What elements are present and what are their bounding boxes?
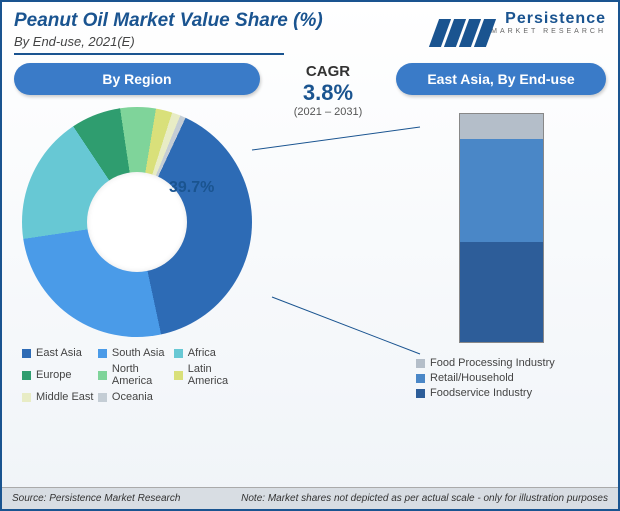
cagr-label: CAGR (268, 63, 388, 80)
stack-segment (460, 114, 543, 139)
logo-text: Persistence (491, 10, 606, 28)
legend-item: Foodservice Industry (416, 387, 606, 399)
cagr-value: 3.8% (268, 80, 388, 106)
brand-logo: Persistence MARKET RESEARCH (491, 10, 606, 35)
legend-item: Africa (174, 347, 250, 359)
donut-chart: 39.7% (22, 107, 252, 337)
legend-item: Retail/Household (416, 372, 606, 384)
stack-segment (460, 139, 543, 242)
region-pill: By Region (14, 63, 260, 95)
legend-item: East Asia (22, 347, 98, 359)
region-legend: East AsiaSouth AsiaAfrica EuropeNorth Ame… (14, 343, 260, 411)
highlight-percent: 39.7% (169, 179, 214, 197)
stack-segment (460, 242, 543, 342)
stacked-bar (459, 113, 544, 343)
legend-item: Latin America (174, 363, 250, 387)
legend-item: Oceania (98, 391, 174, 403)
decorative-hashes (434, 19, 491, 47)
chart-subtitle: By End-use, 2021(E) (14, 34, 426, 49)
chart-title: Peanut Oil Market Value Share (%) (14, 10, 426, 32)
legend-item: South Asia (98, 347, 174, 359)
legend-item: Food Processing Industry (416, 357, 606, 369)
legend-item: Europe (22, 363, 98, 387)
legend-item: North America (98, 363, 174, 387)
footer-bar: Source: Persistence Market Research Note… (2, 487, 618, 509)
footer-note: Note: Market shares not depicted as per … (241, 493, 608, 504)
cagr-period: (2021 – 2031) (268, 106, 388, 118)
logo-subtext: MARKET RESEARCH (491, 28, 606, 35)
source-text: Source: Persistence Market Research (12, 493, 180, 504)
enduse-pill: East Asia, By End-use (396, 63, 606, 95)
enduse-legend: Food Processing Industry Retail/Household… (396, 357, 606, 399)
legend-item: Middle East (22, 391, 98, 403)
